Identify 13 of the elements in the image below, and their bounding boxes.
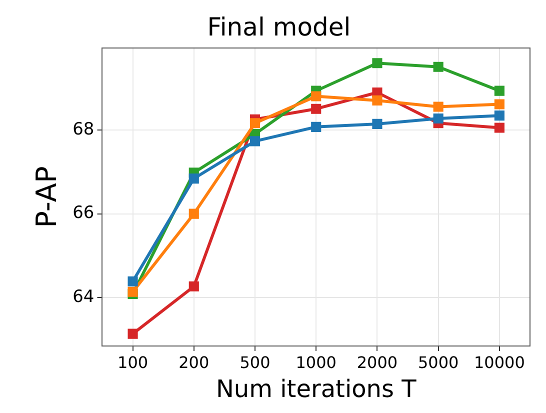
x-tick-label: 2000	[356, 352, 398, 372]
y-axis-title: P-AP	[30, 166, 64, 228]
x-tick-label: 500	[240, 352, 270, 372]
chart-title: Final model	[207, 12, 351, 42]
x-tick-label: 100	[118, 352, 148, 372]
y-tick-label: 66	[72, 203, 94, 224]
y-tick-label: 64	[72, 287, 94, 308]
y-tick-label: 68	[72, 119, 94, 140]
x-tick-label: 10000	[474, 352, 525, 372]
x-tick-label: 5000	[418, 352, 459, 372]
x-tick-label: 1000	[296, 352, 336, 372]
x-tick-label: 200	[178, 352, 210, 372]
x-axis-title: Num iterations T	[216, 374, 417, 403]
